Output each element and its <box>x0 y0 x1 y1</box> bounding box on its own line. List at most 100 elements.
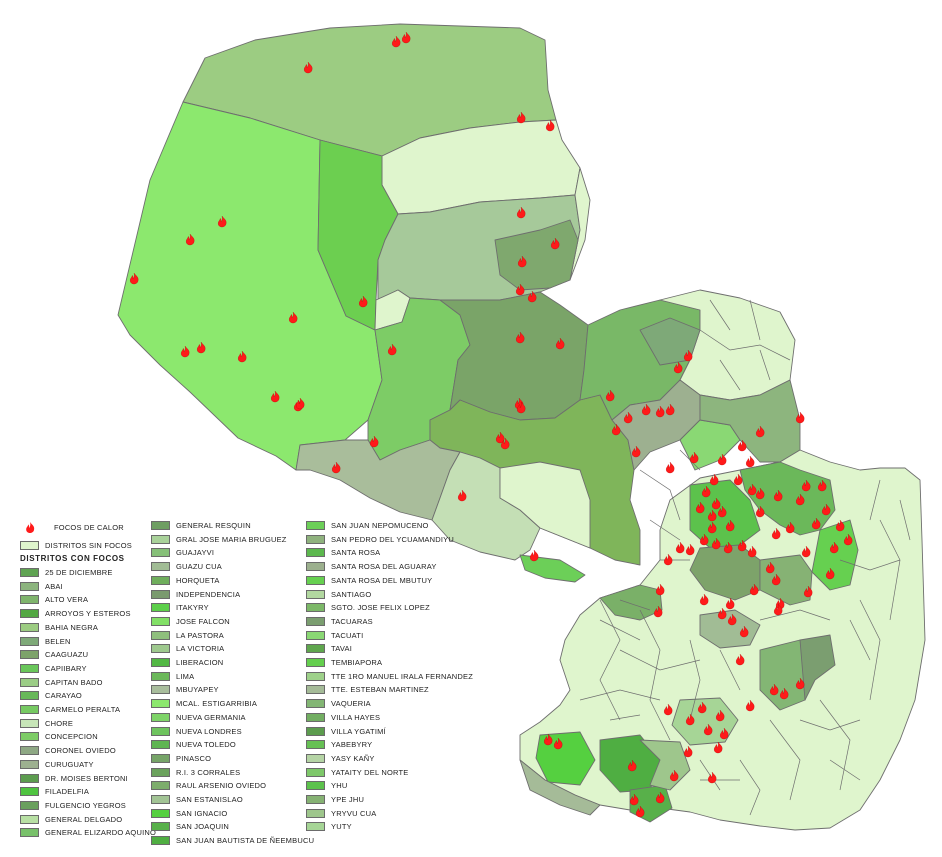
fire-icon <box>712 537 721 550</box>
fire-icon <box>728 613 737 626</box>
fire-icon <box>746 455 755 468</box>
legend-swatch <box>306 548 325 558</box>
legend-item: RAUL ARSENIO OVIEDO <box>151 780 266 791</box>
legend-item: LIMA <box>151 671 194 682</box>
legend-swatch <box>306 699 325 709</box>
legend-item: SANTIAGO <box>306 589 371 600</box>
fire-icon <box>786 521 795 534</box>
fire-icon <box>304 61 313 74</box>
legend-no-fire-row: DISTRITOS SIN FOCOS <box>20 540 132 551</box>
fire-icon <box>656 583 665 596</box>
legend-item: SANTA ROSA DEL AGUARAY <box>306 561 437 572</box>
legend-item: JOSE FALCON <box>151 616 230 627</box>
fire-icon <box>804 585 813 598</box>
fire-icon <box>554 737 563 750</box>
legend-swatch <box>20 568 39 577</box>
legend-label: YATAITY DEL NORTE <box>331 767 409 777</box>
legend-item: CONCEPCION <box>20 731 98 742</box>
legend-swatch <box>20 732 39 742</box>
fire-icon <box>700 593 709 606</box>
fire-icon <box>796 411 805 424</box>
map-legend: FOCOS DE CALOR DISTRITOS SIN FOCOS DISTR… <box>20 520 480 850</box>
legend-swatch <box>20 773 39 783</box>
district-humaita <box>519 759 601 816</box>
fire-icon <box>546 119 555 132</box>
fire-icon <box>772 573 781 586</box>
fire-icon <box>802 545 811 558</box>
fire-icon <box>654 605 663 618</box>
legend-label: FILADELFIA <box>45 787 90 797</box>
fire-icon <box>664 553 673 566</box>
legend-swatch <box>306 685 325 695</box>
legend-fire-label: FOCOS DE CALOR <box>54 523 124 532</box>
fire-icon <box>388 343 397 356</box>
fire-icon <box>750 583 759 596</box>
legend-label: GENERAL DELGADO <box>45 814 123 824</box>
legend-label: 25 DE DICIEMBRE <box>45 568 113 577</box>
fire-icon <box>686 543 695 556</box>
fire-icon <box>700 533 709 546</box>
fire-icon <box>718 607 727 620</box>
legend-swatch <box>151 548 170 558</box>
fire-icon <box>628 759 637 772</box>
fire-icon <box>708 771 717 784</box>
fire-icon <box>636 805 645 818</box>
fire-icon <box>289 311 298 324</box>
legend-swatch <box>20 787 39 797</box>
legend-item: FILADELFIA <box>20 786 89 797</box>
fire-icon <box>296 397 305 410</box>
fire-icon <box>766 561 775 574</box>
legend-item: TACUATI <box>306 630 363 641</box>
fire-icon <box>392 35 401 48</box>
legend-swatch <box>306 808 325 818</box>
legend-swatch <box>151 630 170 640</box>
legend-swatch <box>151 740 170 750</box>
legend-swatch <box>151 658 170 667</box>
legend-label: CARAYAO <box>45 691 82 701</box>
legend-swatch <box>151 589 170 599</box>
legend-swatch <box>306 740 325 750</box>
legend-swatch <box>20 663 39 673</box>
legend-fire-row: FOCOS DE CALOR <box>20 522 124 533</box>
legend-item: GUAZU CUA <box>151 561 222 572</box>
fire-icon <box>666 403 675 416</box>
fire-icon <box>517 111 526 124</box>
legend-item: R.I. 3 CORRALES <box>151 767 240 778</box>
legend-item: BELEN <box>20 636 71 647</box>
legend-label: ITAKYRY <box>176 603 209 613</box>
legend-swatch <box>151 534 170 544</box>
legend-item: LA VICTORIA <box>151 643 224 654</box>
legend-item: LIBERACION <box>151 657 223 668</box>
legend-item: CARMELO PERALTA <box>20 704 120 715</box>
legend-label: YASY KAÑY <box>331 753 375 763</box>
fire-icon <box>271 390 280 403</box>
fire-icon <box>359 295 368 308</box>
fire-icon <box>836 519 845 532</box>
legend-label: TEMBIAPORA <box>331 658 383 667</box>
legend-label: TTE. ESTEBAN MARTINEZ <box>331 685 429 695</box>
legend-swatch <box>306 712 325 722</box>
fire-icon <box>26 522 35 533</box>
legend-swatch <box>151 616 170 626</box>
legend-label: CHORE <box>45 718 74 728</box>
legend-label: LA PASTORA <box>176 630 224 640</box>
legend-label: TACUARAS <box>331 616 373 626</box>
legend-swatch <box>306 534 325 544</box>
legend-swatch <box>306 521 325 530</box>
legend-item: GENERAL RESQUIN <box>151 520 251 531</box>
fire-icon <box>830 541 839 554</box>
legend-swatch <box>151 753 170 763</box>
legend-swatch <box>151 795 170 804</box>
legend-label: ABAI <box>45 581 63 591</box>
legend-item: PINASCO <box>151 753 211 764</box>
legend-swatch <box>306 781 325 791</box>
fire-icon <box>517 206 526 219</box>
legend-swatch <box>20 705 39 714</box>
fire-icon <box>218 215 227 228</box>
legend-label: BAHIA NEGRA <box>45 622 99 632</box>
fire-icon <box>738 439 747 452</box>
legend-label: CONCEPCION <box>45 732 98 742</box>
fire-icon <box>624 411 633 424</box>
legend-item: SAN JOAQUIN <box>151 821 229 832</box>
fire-icon <box>197 341 206 354</box>
